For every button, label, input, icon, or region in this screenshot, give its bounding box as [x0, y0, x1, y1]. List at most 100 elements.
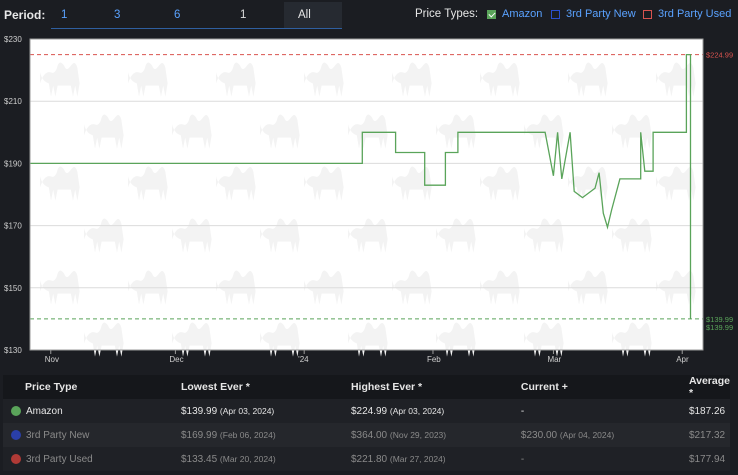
watermark-camel	[612, 218, 652, 253]
watermark-camel	[656, 166, 696, 201]
period-6-months-button[interactable]: 6 Months	[174, 9, 212, 47]
watermark-camel	[612, 322, 652, 357]
header-average: Average *	[682, 375, 730, 399]
watermark-camel	[436, 218, 476, 253]
period-selector: 1 Month 3 Months 6 Months 1 Year All	[51, 2, 342, 47]
watermark-camel	[524, 218, 564, 253]
watermark-camel	[84, 322, 124, 357]
third-party-used-checkbox[interactable]	[643, 9, 652, 19]
price-type-name: Amazon	[26, 405, 63, 417]
third-party-new-label: 3rd Party New	[566, 8, 636, 20]
watermark-camel	[480, 166, 520, 201]
highest-cell: $221.80 (Mar 27, 2024)	[344, 447, 515, 471]
period-3-months-button[interactable]: 3 Months	[114, 9, 152, 47]
watermark-camel	[392, 166, 432, 201]
period-all-button[interactable]: All	[284, 2, 342, 28]
price-history-svg: $230 $210 $190 $170 $150 $130 Nov Dec '24 Feb Mar A…	[4, 35, 733, 364]
current-price: -	[520, 453, 525, 465]
x-tick-label: Apr	[676, 355, 689, 364]
amazon-color-dot	[11, 405, 21, 416]
y-tick-label: $170	[4, 222, 22, 231]
x-tick-label: '24	[298, 355, 309, 364]
table-row: Amazon $139.99 (Apr 03, 2024) $224.99 (A…	[3, 399, 730, 423]
watermark-camel	[480, 62, 520, 97]
third-party-used-color-dot	[11, 453, 21, 464]
third-party-new-color-dot	[11, 429, 21, 440]
average-cell: $187.26	[682, 399, 730, 423]
watermark-camel	[524, 114, 564, 149]
watermark-camel	[40, 62, 80, 97]
amazon-checkbox[interactable]	[487, 9, 496, 19]
price-types-label: Price Types:	[415, 8, 479, 20]
highest-price: $221.80	[350, 453, 388, 465]
watermark-camel	[172, 114, 212, 149]
x-tick-label: Mar	[547, 355, 561, 364]
reference-line-label: $139.99	[706, 315, 733, 324]
highest-price: $364.00	[350, 429, 388, 441]
highest-cell: $364.00 (Nov 29, 2023)	[344, 423, 515, 447]
price-type-cell: Amazon	[3, 399, 175, 423]
current-date: (Apr 04, 2024)	[559, 429, 615, 440]
highest-date: (Apr 03, 2024)	[389, 405, 445, 416]
x-tick-label: Dec	[169, 355, 183, 364]
header-current: Current +	[514, 375, 683, 399]
table-row: 3rd Party New $169.99 (Feb 06, 2024) $36…	[3, 423, 730, 447]
watermark-camel	[260, 114, 300, 149]
current-price: $230.00	[520, 429, 558, 441]
highest-date: (Nov 29, 2023)	[389, 429, 447, 440]
watermark-camel	[392, 62, 432, 97]
current-price-label: $139.99	[706, 323, 733, 332]
y-tick-label: $210	[4, 97, 22, 106]
lowest-date: (Feb 06, 2024)	[219, 429, 276, 440]
price-summary-table: Price Type Lowest Ever * Highest Ever * …	[3, 375, 730, 473]
amazon-price-type-toggle[interactable]: Amazon	[487, 8, 542, 20]
watermark-camel	[612, 114, 652, 149]
price-type-name: 3rd Party New	[26, 429, 90, 441]
amazon-price-line	[30, 53, 692, 319]
watermark-camel	[568, 166, 608, 201]
watermark-camel	[40, 166, 80, 201]
price-type-cell: 3rd Party Used	[3, 447, 175, 471]
watermark-camel	[304, 62, 344, 97]
lowest-price: $139.99	[180, 405, 218, 417]
lowest-cell: $139.99 (Apr 03, 2024)	[174, 399, 345, 423]
watermark-camel	[260, 218, 300, 253]
highest-date: (Mar 27, 2024)	[389, 453, 446, 464]
watermark-camel	[216, 166, 256, 201]
current-cell: -	[514, 447, 683, 471]
highest-cell: $224.99 (Apr 03, 2024)	[344, 399, 515, 423]
current-cell: $230.00 (Apr 04, 2024)	[514, 423, 683, 447]
period-1-year-button[interactable]: 1 Year	[240, 9, 263, 47]
third-party-new-toggle[interactable]: 3rd Party New	[551, 8, 636, 20]
watermark-camel	[436, 322, 476, 357]
watermark-camel	[436, 114, 476, 149]
third-party-used-toggle[interactable]: 3rd Party Used	[643, 8, 731, 20]
average-cell: $217.32	[682, 423, 730, 447]
period-toolbar: Period: 1 Month 3 Months 6 Months 1 Year…	[0, 0, 738, 47]
average-cell: $177.94	[682, 447, 730, 471]
watermark-camel	[84, 218, 124, 253]
watermark-camel	[524, 322, 564, 357]
header-highest-ever: Highest Ever *	[344, 375, 515, 399]
price-type-name: 3rd Party Used	[26, 453, 93, 465]
watermark-camel	[84, 114, 124, 149]
header-lowest-ever: Lowest Ever *	[174, 375, 345, 399]
watermark-camel	[260, 322, 300, 357]
highest-price: $224.99	[350, 405, 388, 417]
lowest-cell: $169.99 (Feb 06, 2024)	[174, 423, 345, 447]
reference-line-label: $224.99	[706, 51, 733, 60]
watermark-camel	[128, 62, 168, 97]
period-1-month-button[interactable]: 1 Month	[61, 9, 93, 47]
period-label: Period:	[4, 8, 46, 22]
watermark-camel	[348, 322, 388, 357]
y-tick-label: $150	[4, 284, 22, 293]
third-party-used-label: 3rd Party Used	[658, 8, 732, 20]
lowest-date: (Mar 20, 2024)	[219, 453, 276, 464]
lowest-date: (Apr 03, 2024)	[219, 405, 275, 416]
watermark-camel	[172, 322, 212, 357]
amazon-price-type-label: Amazon	[502, 8, 543, 20]
third-party-new-checkbox[interactable]	[551, 9, 560, 19]
watermark-camel	[128, 166, 168, 201]
watermark-camel	[304, 166, 344, 201]
table-header-row: Price Type Lowest Ever * Highest Ever * …	[3, 375, 730, 399]
